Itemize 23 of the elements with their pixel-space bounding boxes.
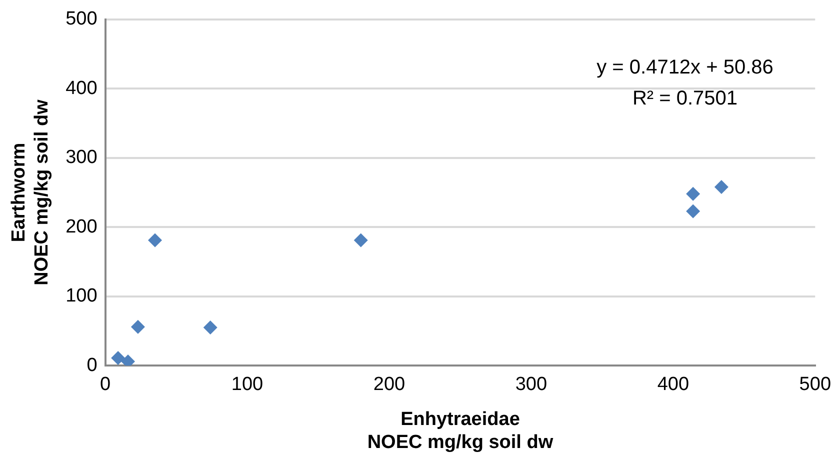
point [203, 320, 218, 335]
point [354, 233, 368, 248]
y-tick-label: 200 [66, 216, 98, 238]
point [714, 180, 728, 194]
x-tick-label: 100 [231, 374, 264, 396]
point [130, 320, 145, 334]
y-tick-label: 500 [66, 8, 98, 30]
x-tick-label: 200 [373, 374, 406, 396]
annotation: y = 0.4712x + 50.86 R² = 0.7501 [596, 56, 774, 110]
y-tick-label: 300 [66, 147, 98, 168]
x-tick-label: 0 [100, 374, 111, 396]
x-tick-label: 400 [657, 374, 690, 396]
point [148, 233, 162, 248]
x-tick-label: 500 [799, 374, 831, 396]
y-tick-label: 0 [86, 354, 98, 376]
x-axis-title: Enhytraeidae NOEC mg/kg soil dw [367, 409, 554, 453]
y-tick-label: 400 [66, 78, 98, 99]
y-tick-label: 100 [66, 286, 98, 307]
point [111, 350, 126, 365]
y-axis-title: Earthworm NOEC mg/kg soil dw [8, 99, 52, 286]
x-tick-label: 300 [515, 374, 548, 396]
point [686, 186, 700, 201]
point [686, 204, 700, 218]
